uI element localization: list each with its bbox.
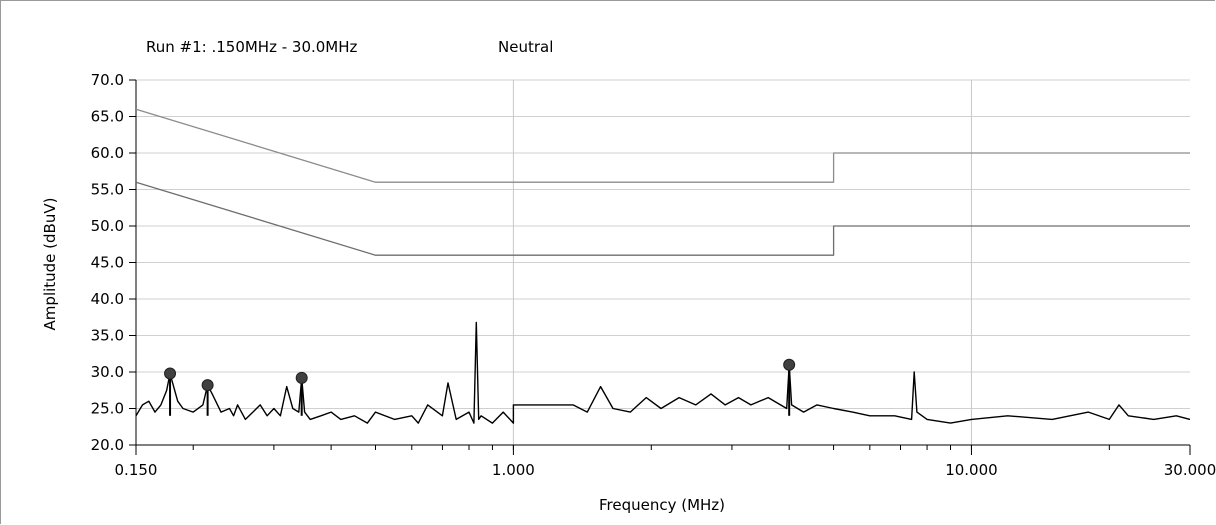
peak-marker: [783, 358, 796, 371]
plot-markers: [164, 358, 796, 416]
y-tick-label: 30.0: [91, 363, 124, 381]
y-tick-label: 35.0: [91, 327, 124, 345]
y-axis-label: Amplitude (dBuV): [41, 198, 59, 331]
peak-marker: [201, 379, 214, 392]
y-tick-label: 55.0: [91, 181, 124, 199]
x-tick-label: 0.150: [115, 461, 158, 479]
plot-axes: [129, 79, 1191, 455]
x-axis-label: Frequency (MHz): [599, 496, 725, 514]
x-tick-label: 10.000: [945, 461, 998, 479]
plot-series: [135, 108, 1191, 424]
peak-marker: [164, 367, 177, 380]
peak-marker: [295, 371, 308, 384]
chart-subtitle: Neutral: [498, 38, 553, 56]
y-tick-label: 65.0: [91, 108, 124, 126]
measurement-trace: [135, 321, 1191, 424]
y-tick-label: 50.0: [91, 217, 124, 235]
y-tick-label: 20.0: [91, 436, 124, 454]
limit-line-1: [135, 108, 1190, 183]
plot-grid: [136, 79, 1190, 445]
y-tick-label: 70.0: [91, 71, 124, 89]
tick-labels: 70.0 65.0 60.0 55.0 50.0 45.0 40.0 35.0 30.0 25.0…: [91, 71, 1216, 479]
y-tick-label: 40.0: [91, 290, 124, 308]
y-tick-label: 60.0: [91, 144, 124, 162]
chart-title: Run #1: .150MHz - 30.0MHz: [146, 38, 358, 56]
x-tick-label: 30.000: [1164, 461, 1216, 479]
y-tick-label: 45.0: [91, 254, 124, 272]
limit-line-2: [135, 181, 1190, 256]
y-tick-label: 25.0: [91, 400, 124, 418]
x-tick-label: 1.000: [492, 461, 535, 479]
